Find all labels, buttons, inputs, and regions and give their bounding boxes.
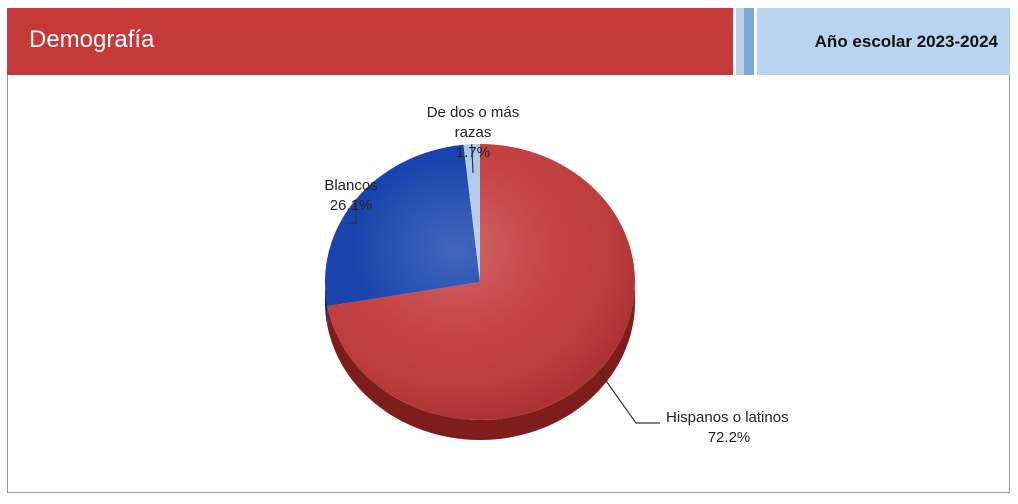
pie-depth — [325, 282, 635, 440]
header-stripe-mid — [744, 8, 754, 75]
school-year-bar: Año escolar 2023-2024 — [757, 8, 1010, 75]
slice-value-label-0: 72.2% — [708, 429, 751, 446]
header-stripe-light — [736, 8, 744, 75]
pie-slice-side-1 — [325, 282, 328, 327]
leader-line-2 — [471, 144, 474, 174]
slice-value-label-1: 26.1% — [330, 197, 373, 214]
slice-value-label-2: 1.7% — [456, 144, 490, 161]
demographics-panel: Demografía Año escolar 2023-2024 Hispano… — [7, 8, 1010, 493]
slice-category-label-1: Blancos — [324, 177, 377, 194]
pie-slices — [325, 144, 635, 420]
slice-category-label-2: razas — [455, 124, 492, 141]
page-title: Demografía — [29, 26, 155, 53]
slice-category-label-2: De dos o más — [427, 104, 520, 121]
panel-header: Demografía Año escolar 2023-2024 — [7, 8, 1010, 75]
school-year-label: Año escolar 2023-2024 — [814, 32, 998, 51]
pie-shine — [325, 144, 635, 420]
leader-line-0 — [598, 370, 660, 424]
pie-labels: Hispanos o latinos 72.2% Blancos 26.1% De do… — [324, 104, 788, 446]
title-bar: Demografía — [7, 8, 733, 75]
leader-line-1 — [345, 199, 357, 224]
slice-category-label-0: Hispanos o latinos — [666, 409, 789, 426]
pie-chart: Hispanos o latinos 72.2% Blancos 26.1% De do… — [324, 104, 788, 446]
chart-area: Hispanos o latinos 72.2% Blancos 26.1% De do… — [7, 75, 1010, 493]
